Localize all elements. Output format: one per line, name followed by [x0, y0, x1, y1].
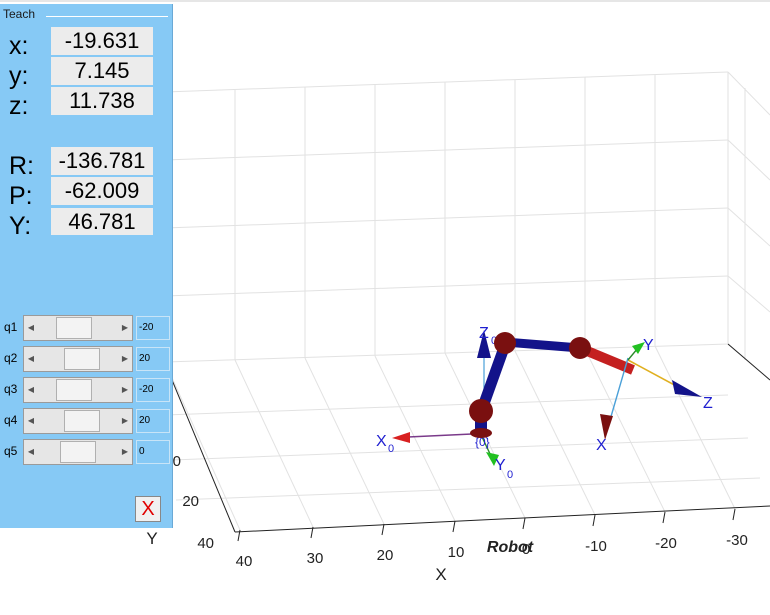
joint-slider-q4[interactable]: ◀ ▶ — [23, 408, 133, 434]
tool-frame: Y Z X — [596, 337, 713, 454]
plot-axes — [171, 343, 770, 533]
joint-slider-q5[interactable]: ◀ ▶ — [23, 439, 133, 465]
base-z-label: Z — [479, 325, 489, 342]
slider-thumb[interactable] — [60, 441, 96, 463]
pitch-label: P: — [9, 182, 33, 210]
joint-slider-q3[interactable]: ◀ ▶ — [23, 377, 133, 403]
joint-4 — [569, 337, 591, 359]
base-frame: X 0 Y 0 Z 0 {0} — [376, 325, 513, 481]
slider-right-arrow-icon[interactable]: ▶ — [121, 447, 129, 456]
base-y-subscript: 0 — [507, 469, 513, 481]
base-x-label: X — [376, 433, 387, 450]
slider-right-arrow-icon[interactable]: ▶ — [121, 416, 129, 425]
joint-value-q3[interactable]: -20 — [136, 378, 170, 402]
panel-title-divider — [46, 16, 168, 17]
x-tick-label: 10 — [448, 544, 465, 561]
joint-2 — [469, 399, 493, 423]
x-tick-label: 30 — [307, 550, 324, 567]
y-coord-label: y: — [9, 62, 29, 90]
robot-name-label: Robot — [487, 539, 534, 556]
x-coord-label: x: — [9, 32, 29, 60]
slider-left-arrow-icon[interactable]: ◀ — [27, 323, 35, 332]
base-joint — [470, 428, 492, 438]
slider-left-arrow-icon[interactable]: ◀ — [27, 447, 35, 456]
y-tick-labels: 40 20 0 — [173, 453, 214, 552]
yaw-label: Y: — [9, 212, 32, 240]
tool-y-label: Y — [643, 337, 654, 354]
robot-arm — [469, 332, 635, 438]
yaw-value: 46.781 — [51, 207, 153, 235]
x-tick-label: 40 — [236, 553, 253, 570]
teach-panel: Teach x: -19.631 y: 7.145 z: 11.738 R: -… — [0, 4, 173, 528]
slider-left-arrow-icon[interactable]: ◀ — [27, 385, 35, 394]
x-tick-label: -10 — [585, 538, 607, 555]
x-axis-label: X — [435, 565, 446, 584]
slider-thumb[interactable] — [64, 348, 100, 370]
y-tick-label: 20 — [182, 493, 199, 510]
joint-value-q5[interactable]: 0 — [136, 440, 170, 464]
slider-right-arrow-icon[interactable]: ▶ — [121, 385, 129, 394]
x-tick-label: 0 — [522, 541, 530, 558]
z-coord-value: 11.738 — [51, 87, 153, 115]
x-tick-label: -30 — [726, 532, 748, 549]
close-button[interactable]: X — [135, 496, 161, 522]
slider-thumb[interactable] — [56, 379, 92, 401]
joint-label: q1 — [4, 320, 18, 334]
tool-x-label: X — [596, 437, 607, 454]
x-tick-labels: 40 30 20 10 0 -10 -20 -30 — [236, 532, 748, 570]
x-coord-value: -19.631 — [51, 27, 153, 55]
joint-slider-q2[interactable]: ◀ ▶ — [23, 346, 133, 372]
y-tick-label: 40 — [197, 535, 214, 552]
pitch-value: -62.009 — [51, 177, 153, 205]
grid-right-wall — [727, 71, 770, 381]
joint-label: q3 — [4, 382, 18, 396]
base-z-subscript: 0 — [491, 335, 497, 347]
x-axis-ticks — [237, 508, 736, 542]
joint-value-q2[interactable]: 20 — [136, 347, 170, 371]
y-axis-label: Y — [146, 529, 157, 548]
grid-floor — [164, 345, 761, 531]
roll-label: R: — [9, 152, 34, 180]
slider-left-arrow-icon[interactable]: ◀ — [27, 416, 35, 425]
joint-label: q4 — [4, 413, 18, 427]
joint-label: q2 — [4, 351, 18, 365]
grid-back-wall — [164, 71, 729, 363]
slider-right-arrow-icon[interactable]: ▶ — [121, 323, 129, 332]
joint-3 — [494, 332, 516, 354]
panel-title: Teach — [3, 7, 36, 21]
slider-right-arrow-icon[interactable]: ▶ — [121, 354, 129, 363]
y-tick-label: 0 — [173, 453, 181, 470]
base-y-label: Y — [495, 457, 506, 474]
y-coord-value: 7.145 — [51, 57, 153, 85]
joint-label: q5 — [4, 444, 18, 458]
slider-thumb[interactable] — [64, 410, 100, 432]
slider-thumb[interactable] — [56, 317, 92, 339]
z-coord-label: z: — [9, 92, 29, 120]
tool-z-label: Z — [703, 395, 713, 412]
joint-value-q4[interactable]: 20 — [136, 409, 170, 433]
slider-left-arrow-icon[interactable]: ◀ — [27, 354, 35, 363]
x-tick-label: 20 — [377, 547, 394, 564]
roll-value: -136.781 — [51, 147, 153, 175]
base-x-subscript: 0 — [388, 443, 394, 455]
x-tick-label: -20 — [655, 535, 677, 552]
base-origin-label: {0} — [475, 435, 490, 449]
joint-value-q1[interactable]: -20 — [136, 316, 170, 340]
joint-slider-q1[interactable]: ◀ ▶ — [23, 315, 133, 341]
